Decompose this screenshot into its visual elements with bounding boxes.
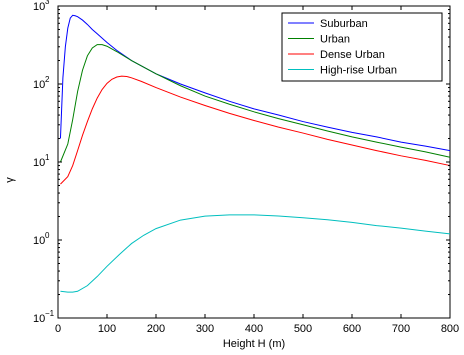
legend-label: Dense Urban (320, 49, 385, 61)
legend: Suburban Urban Dense Urban High-rise Urban (281, 12, 443, 82)
legend-label: High-rise Urban (320, 65, 397, 77)
series-line-dense-urban (60, 75, 451, 185)
series-layer (59, 14, 451, 293)
x-axis-ticks: 0 100 200 300 400 500 600 700 800 (55, 6, 459, 335)
x-tick-label: 0 (55, 323, 61, 335)
legend-label: Urban (320, 34, 350, 46)
legend-label: Suburban (320, 18, 368, 30)
y-tick-exponent: 2 (45, 75, 50, 84)
x-tick-label: 100 (98, 323, 116, 335)
x-tick-label: 200 (147, 323, 165, 335)
x-tick-label: 700 (392, 323, 410, 335)
series-line-suburban (59, 14, 451, 152)
y-axis-label: γ (4, 177, 16, 183)
y-tick-label: 10 (33, 313, 45, 325)
x-tick-label: 400 (245, 323, 263, 335)
x-tick-label: 800 (441, 323, 459, 335)
y-tick-exponent: −1 (45, 309, 55, 318)
x-axis-label: Height H (m) (223, 338, 285, 350)
y-tick-label: 10 (33, 79, 45, 91)
y-tick-exponent: 3 (45, 0, 50, 6)
x-tick-label: 600 (343, 323, 361, 335)
y-tick-label: 10 (33, 235, 45, 247)
y-tick-exponent: 1 (45, 153, 50, 162)
series-line-urban (59, 44, 451, 163)
x-tick-label: 500 (294, 323, 312, 335)
y-tick-label: 10 (33, 157, 45, 169)
y-tick-label: 10 (33, 1, 45, 13)
series-line-high-rise-urban (60, 214, 451, 293)
x-tick-label: 300 (196, 323, 214, 335)
y-tick-exponent: 0 (45, 231, 50, 240)
